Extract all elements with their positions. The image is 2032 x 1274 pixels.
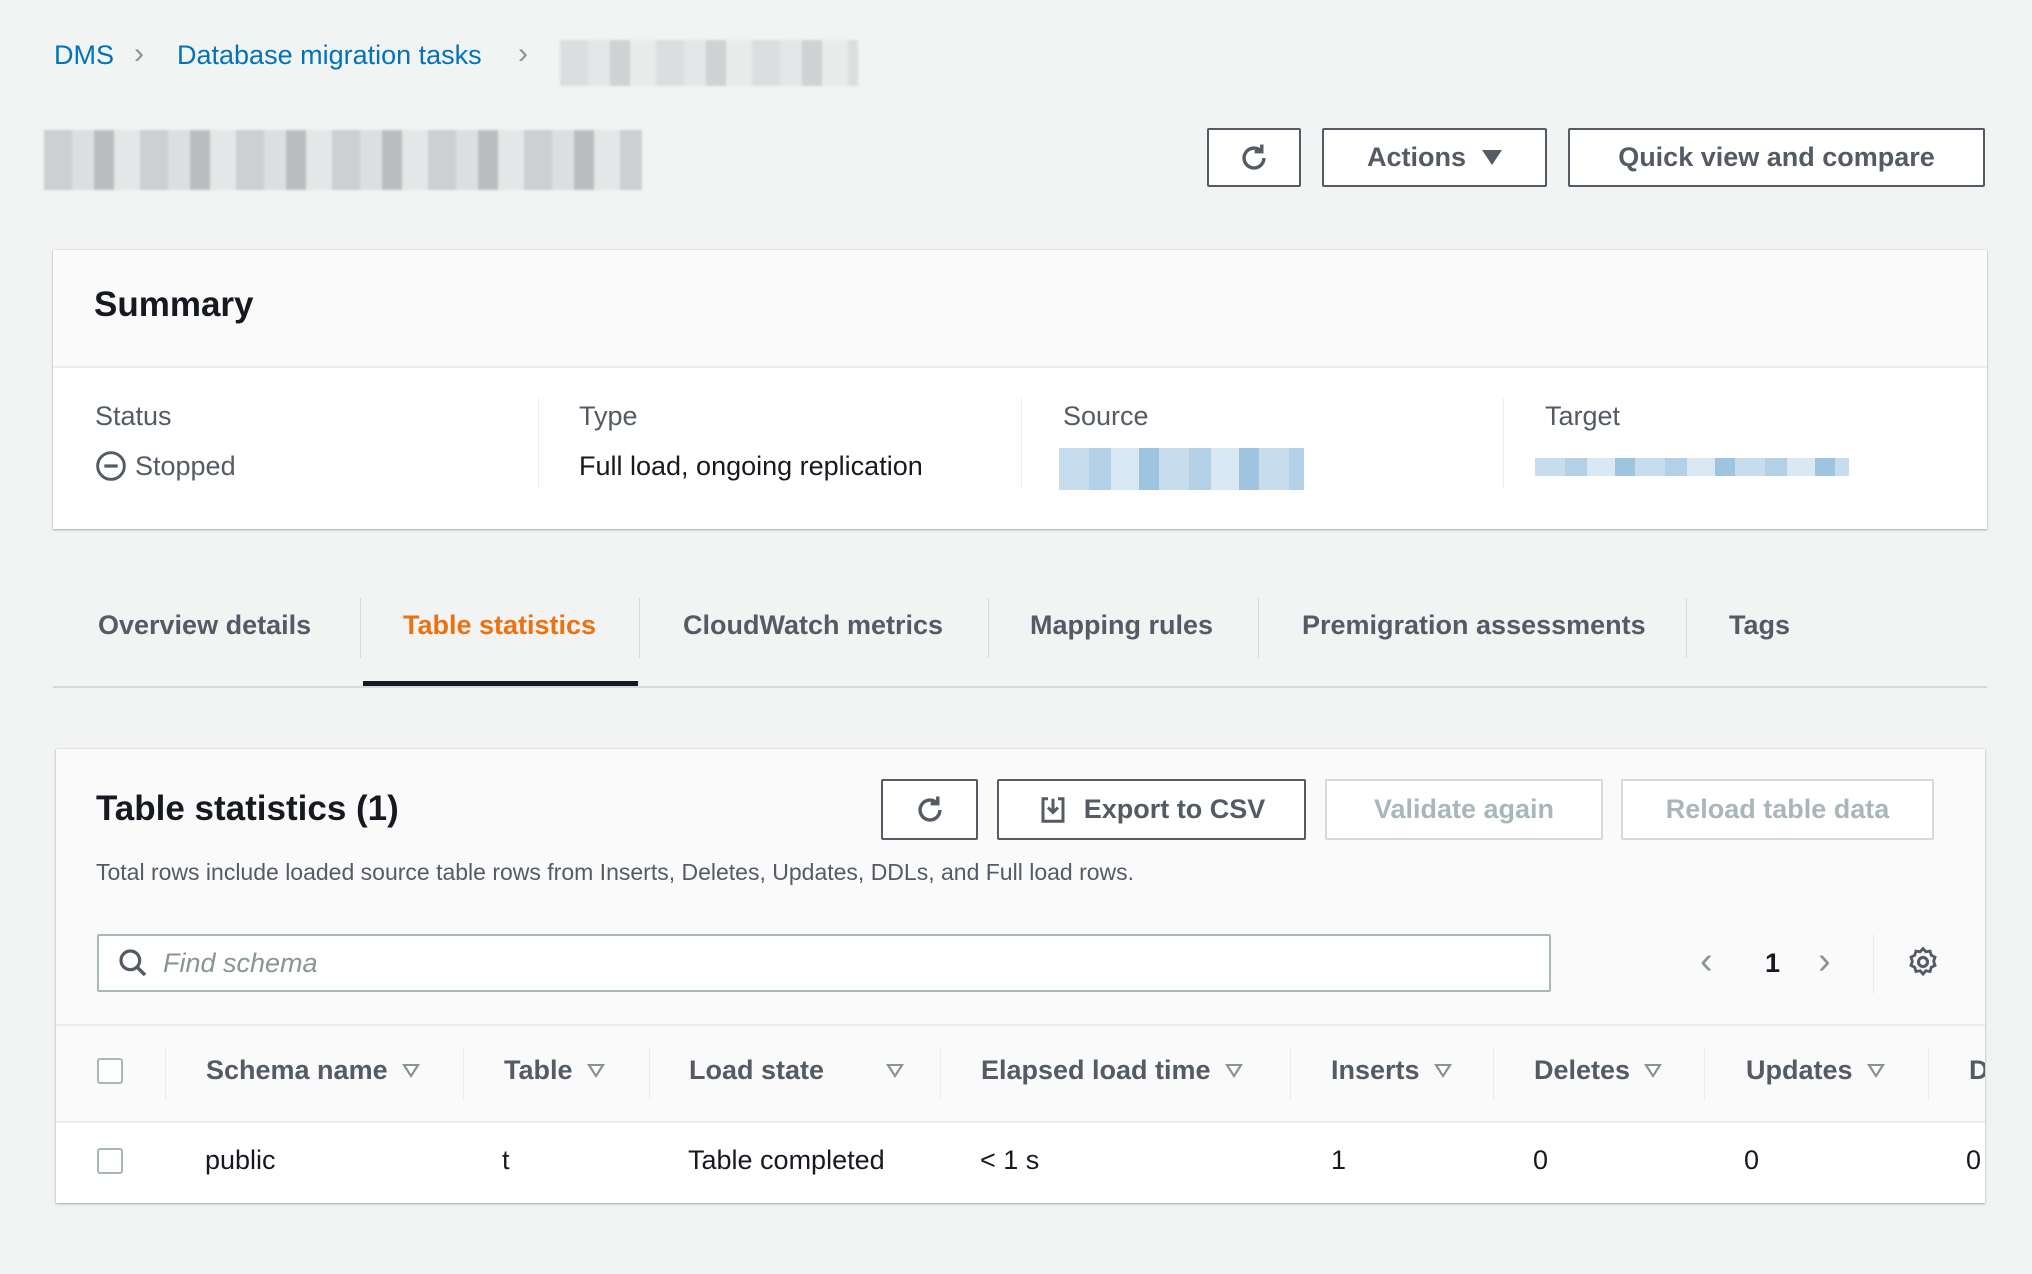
sort-icon xyxy=(1224,1063,1243,1078)
target-label: Target xyxy=(1545,401,1621,431)
caret-down-icon xyxy=(1482,150,1502,165)
actions-dropdown-button[interactable]: Actions xyxy=(1322,128,1547,187)
breadcrumb-current-redacted xyxy=(560,40,858,86)
validate-again-button[interactable]: Validate again xyxy=(1325,779,1603,840)
column-schema-name[interactable]: Schema name xyxy=(206,1055,420,1086)
status-text: Stopped xyxy=(135,450,236,481)
sort-icon xyxy=(886,1063,904,1078)
sort-icon xyxy=(1866,1063,1885,1078)
select-all-checkbox[interactable] xyxy=(97,1058,123,1084)
column-table[interactable]: Table xyxy=(504,1055,605,1086)
table-refresh-button[interactable] xyxy=(881,779,978,840)
cell-load-state: Table completed xyxy=(688,1145,885,1175)
search-icon xyxy=(119,949,147,977)
table-statistics-title: Table statistics (1) xyxy=(96,789,399,828)
sort-icon xyxy=(1433,1063,1452,1078)
tab-table-statistics[interactable]: Table statistics xyxy=(403,610,597,640)
source-link-redacted[interactable] xyxy=(1059,448,1304,490)
cell-ddls: 0 xyxy=(1966,1145,1982,1175)
type-value: Full load, ongoing replication xyxy=(579,451,923,481)
type-label: Type xyxy=(579,401,638,431)
target-link-redacted[interactable] xyxy=(1535,458,1849,476)
column-deletes[interactable]: Deletes xyxy=(1534,1055,1663,1086)
column-ddls-truncated[interactable]: D xyxy=(1969,1055,1985,1085)
sort-icon xyxy=(401,1063,420,1078)
stopped-icon xyxy=(96,451,126,481)
page-title-redacted xyxy=(44,130,642,190)
cell-updates: 0 xyxy=(1744,1145,1760,1175)
find-schema-input[interactable]: Find schema xyxy=(97,934,1551,992)
export-label: Export to CSV xyxy=(1083,794,1266,824)
column-inserts[interactable]: Inserts xyxy=(1331,1055,1452,1086)
table-row-bg xyxy=(56,1121,1985,1203)
column-elapsed-load-time[interactable]: Elapsed load time xyxy=(981,1055,1243,1086)
settings-gear-icon[interactable] xyxy=(1906,945,1940,979)
cell-elapsed-load-time: < 1 s xyxy=(980,1145,1040,1175)
cell-inserts: 1 xyxy=(1331,1145,1347,1175)
active-tab-indicator xyxy=(363,681,638,686)
download-icon xyxy=(1041,796,1065,823)
cell-deletes: 0 xyxy=(1533,1145,1549,1175)
source-label: Source xyxy=(1063,401,1149,431)
refresh-icon xyxy=(1242,144,1266,170)
search-placeholder: Find schema xyxy=(163,947,318,978)
chevron-right-icon: › xyxy=(134,37,144,70)
summary-title: Summary xyxy=(94,285,254,324)
next-page-button[interactable]: › xyxy=(1818,940,1831,982)
tab-premigration-assessments[interactable]: Premigration assessments xyxy=(1302,610,1646,640)
sort-icon xyxy=(586,1063,605,1078)
column-updates[interactable]: Updates xyxy=(1746,1055,1885,1086)
quick-view-compare-button[interactable]: Quick view and compare xyxy=(1568,128,1985,187)
breadcrumb-dms[interactable]: DMS xyxy=(54,40,114,70)
column-load-state[interactable]: Load state xyxy=(689,1055,904,1086)
reload-table-data-button[interactable]: Reload table data xyxy=(1621,779,1934,840)
cell-table: t xyxy=(502,1145,510,1175)
tab-cloudwatch-metrics[interactable]: CloudWatch metrics xyxy=(683,610,944,640)
tab-tags[interactable]: Tags xyxy=(1729,610,1791,640)
summary-header xyxy=(53,250,1987,368)
status-value: Stopped xyxy=(95,450,236,482)
actions-label: Actions xyxy=(1366,142,1466,172)
previous-page-button[interactable]: ‹ xyxy=(1700,940,1713,982)
current-page[interactable]: 1 xyxy=(1765,948,1781,978)
cell-schema-name: public xyxy=(205,1145,276,1175)
chevron-right-icon: › xyxy=(518,37,528,70)
tab-mapping-rules[interactable]: Mapping rules xyxy=(1030,610,1214,640)
summary-card: Summary Status Stopped Type Full load, o… xyxy=(53,250,1987,529)
export-to-csv-button[interactable]: Export to CSV xyxy=(997,779,1306,840)
refresh-button[interactable] xyxy=(1207,128,1301,187)
row-checkbox[interactable] xyxy=(97,1148,123,1174)
tab-baseline xyxy=(53,686,1987,688)
breadcrumb-migration-tasks[interactable]: Database migration tasks xyxy=(177,40,482,70)
status-label: Status xyxy=(95,401,172,431)
sort-icon xyxy=(1644,1063,1663,1078)
tab-overview-details[interactable]: Overview details xyxy=(98,610,312,640)
refresh-icon xyxy=(917,796,942,822)
table-statistics-description: Total rows include loaded source table r… xyxy=(96,859,1135,885)
